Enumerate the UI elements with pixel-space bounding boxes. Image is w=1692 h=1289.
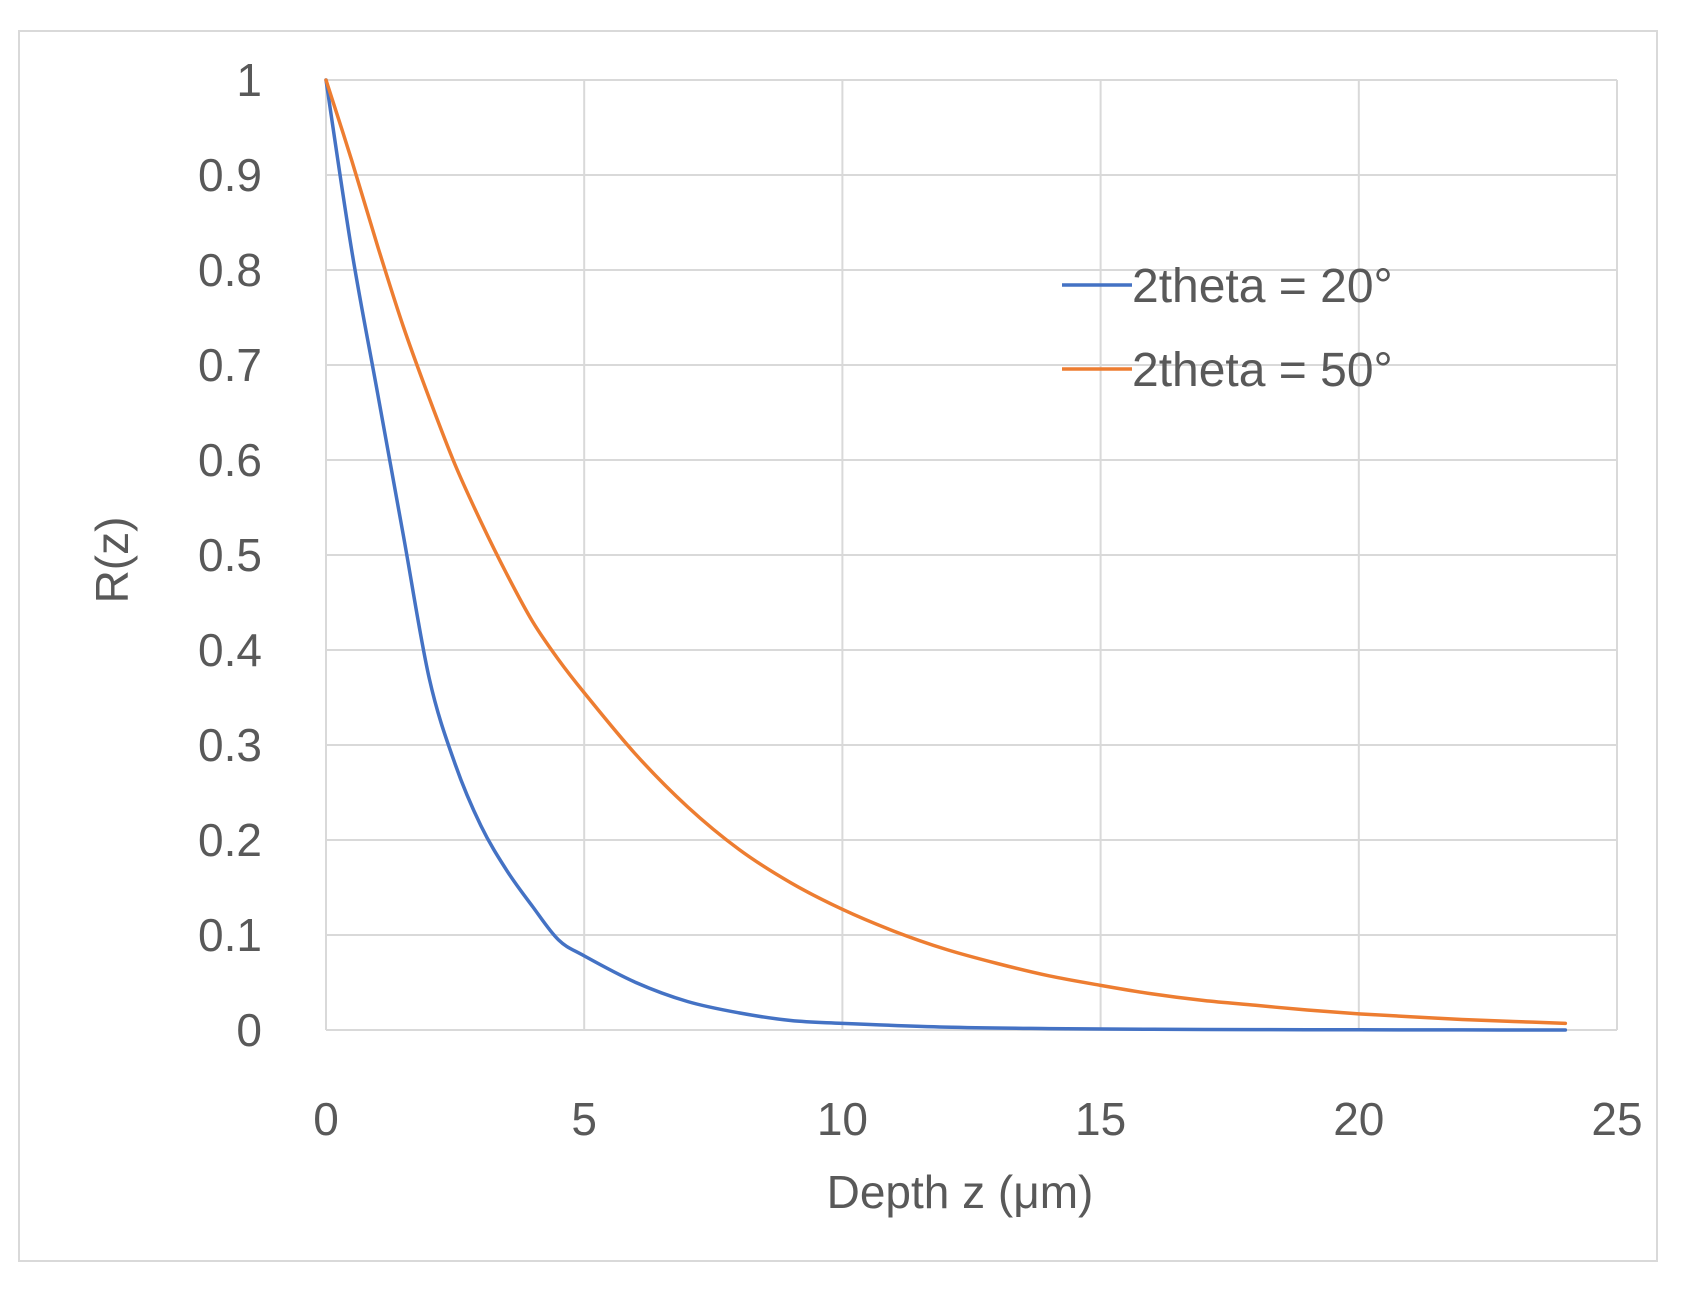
y-tick-label: 1 [236,54,262,106]
x-tick-label: 10 [817,1093,868,1145]
y-tick-label: 0 [236,1004,262,1056]
legend-label-2: 2theta = 50° [1132,344,1393,397]
x-axis-title: Depth z (μm) [827,1166,1094,1218]
y-tick-label: 0.8 [198,244,262,296]
series-layer [324,78,1568,1032]
y-tick-label: 0.6 [198,434,262,486]
y-axis-title: R(z) [86,517,138,604]
series-line-2 [324,78,1568,1026]
y-tick-label: 0.9 [198,149,262,201]
chart-frame [18,30,1658,1262]
x-axis-ticks: 0 5 10 15 20 25 [313,1093,1642,1145]
y-axis-ticks: 0 0.1 0.2 0.3 0.4 0.5 0.6 0.7 0.8 0.9 1 [198,54,262,1056]
y-tick-label: 0.2 [198,814,262,866]
legend-label-1: 2theta = 20° [1132,260,1393,313]
y-tick-label: 0.3 [198,719,262,771]
y-tick-label: 0.4 [198,624,262,676]
y-tick-label: 0.5 [198,529,262,581]
x-tick-label: 5 [571,1093,597,1145]
x-tick-label: 0 [313,1093,339,1145]
x-tick-label: 15 [1075,1093,1126,1145]
x-tick-label: 20 [1333,1093,1384,1145]
legend: 2theta = 20° 2theta = 50° [1062,260,1393,397]
x-tick-label: 25 [1591,1093,1642,1145]
y-tick-label: 0.1 [198,909,262,961]
y-tick-label: 0.7 [198,339,262,391]
series-line-1 [324,78,1568,1032]
